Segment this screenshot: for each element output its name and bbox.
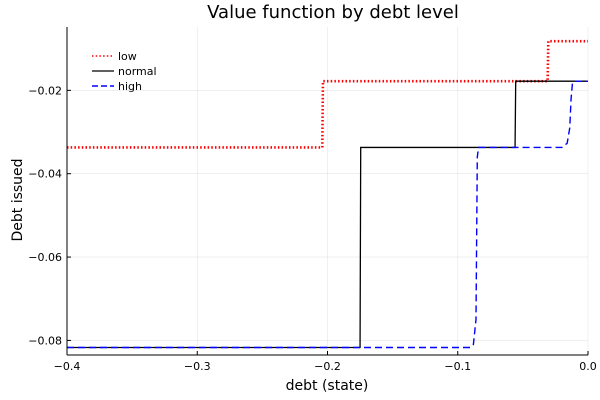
y-tick-label: −0.08 <box>28 334 62 347</box>
series-line-low <box>67 39 588 149</box>
y-tick-label: −0.06 <box>28 251 62 264</box>
y-axis-label: Debt issued <box>10 158 26 241</box>
x-tick-label: −0.2 <box>314 360 341 373</box>
legend: low normal high <box>92 50 157 93</box>
y-tick-label: −0.04 <box>28 168 62 181</box>
legend-label-normal: normal <box>118 65 157 78</box>
x-axis-label: debt (state) <box>286 378 369 394</box>
ticks: −0.4 −0.3 −0.2 −0.1 0.0 −0.08 −0.06 −0.04 −0.02 <box>28 84 596 373</box>
legend-label-high: high <box>118 80 142 93</box>
chart-title: Value function by debt level <box>207 2 459 23</box>
x-tick-label: −0.1 <box>444 360 471 373</box>
legend-label-low: low <box>118 50 137 63</box>
series-group <box>67 39 588 349</box>
x-tick-label: −0.4 <box>54 360 81 373</box>
x-tick-label: −0.3 <box>184 360 211 373</box>
x-tick-label: 0.0 <box>579 360 597 373</box>
series-line-high <box>67 80 588 349</box>
y-tick-label: −0.02 <box>28 84 62 97</box>
